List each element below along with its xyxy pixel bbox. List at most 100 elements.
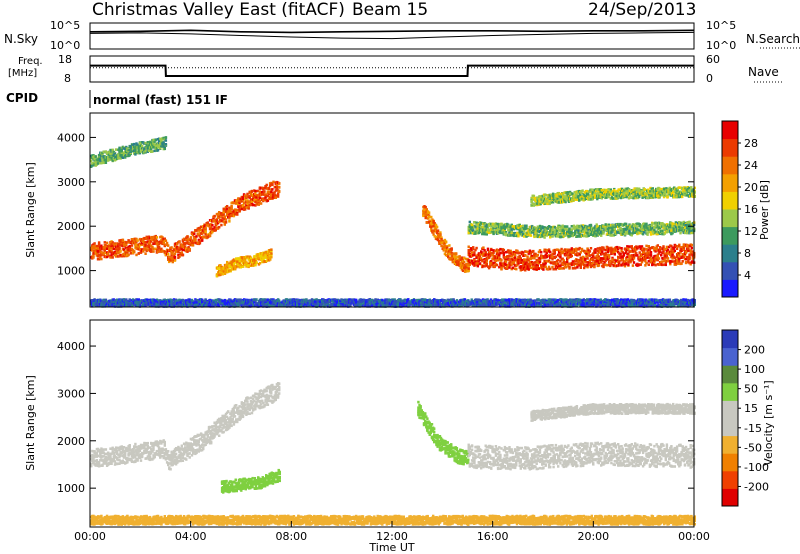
power-cell	[564, 254, 568, 257]
power-cell	[446, 249, 449, 253]
power-cell	[173, 255, 177, 259]
power-cell	[490, 248, 493, 251]
power-cell	[646, 250, 649, 253]
power-cell	[646, 256, 649, 259]
power-cell	[167, 244, 170, 247]
power-cell	[517, 226, 520, 230]
power-cell	[605, 263, 609, 267]
power-cell	[274, 196, 277, 199]
power-cell	[566, 262, 569, 266]
power-cell	[232, 265, 236, 268]
power-cell	[517, 232, 520, 236]
power-cell	[94, 155, 97, 158]
power-cell	[550, 226, 553, 229]
power-cell	[483, 249, 486, 252]
power-cell	[150, 250, 153, 253]
power-cell	[622, 252, 626, 255]
power-cell	[643, 247, 646, 251]
power-cell	[274, 194, 277, 197]
power-cell	[527, 252, 530, 255]
power-cell	[91, 246, 94, 250]
power-cell	[630, 226, 633, 229]
power-cell	[542, 231, 545, 235]
power-cell	[654, 263, 657, 267]
power-cell	[105, 247, 109, 250]
power-cell	[651, 222, 654, 226]
power-cell	[93, 242, 96, 245]
power-cell	[603, 255, 606, 258]
power-cell	[239, 263, 242, 267]
power-cell	[218, 220, 221, 224]
power-cell	[238, 261, 241, 265]
power-cell	[543, 226, 546, 229]
power-cell	[475, 228, 478, 231]
power-cell	[430, 215, 433, 219]
power-cell	[237, 197, 240, 200]
power-cell	[627, 253, 630, 256]
power-cell	[628, 256, 631, 260]
power-cell	[463, 256, 466, 260]
power-cell	[265, 183, 268, 187]
power-cell	[229, 269, 232, 272]
power-cell	[581, 189, 584, 192]
power-cell	[585, 229, 588, 232]
power-cell	[691, 250, 695, 253]
power-cell	[222, 220, 225, 223]
power-cell	[658, 246, 662, 249]
power-cell	[627, 259, 630, 262]
power-cell	[584, 258, 587, 262]
power-cell	[600, 228, 603, 231]
power-cell	[475, 262, 478, 265]
power-cell	[256, 189, 259, 193]
power-cell	[562, 259, 565, 262]
power-cell	[450, 251, 453, 255]
power-cell	[104, 245, 108, 249]
power-cell	[213, 219, 216, 223]
power-cell	[447, 255, 450, 259]
power-cell	[236, 208, 239, 212]
power-cell	[677, 262, 680, 265]
power-cell	[525, 227, 528, 230]
power-cell	[678, 244, 681, 248]
power-cell	[600, 257, 603, 260]
power-cell	[256, 200, 259, 203]
power-cell	[427, 216, 431, 219]
power-cell	[534, 261, 537, 264]
power-cell	[221, 216, 224, 220]
power-cell	[472, 229, 475, 232]
power-cell	[627, 247, 630, 251]
power-cell	[267, 186, 271, 190]
power-cell	[478, 262, 482, 265]
power-cell	[254, 259, 257, 262]
power-cell	[496, 256, 500, 259]
freq-tick-bottom: 8	[64, 72, 71, 85]
power-cell	[429, 219, 432, 222]
power-cell	[142, 249, 145, 253]
power-cell	[597, 255, 601, 258]
power-cell	[186, 235, 189, 239]
power-cell	[686, 225, 689, 228]
power-cell	[559, 195, 563, 199]
power-cell	[621, 232, 624, 236]
power-cell	[155, 236, 159, 239]
power-cell	[580, 249, 584, 252]
power-cell	[623, 248, 627, 251]
power-cell	[675, 255, 679, 259]
power-cell	[666, 257, 670, 260]
power-cell	[267, 259, 271, 262]
power-cell	[557, 258, 560, 262]
power-cell	[165, 241, 169, 245]
power-cell	[127, 241, 130, 244]
power-cell	[575, 249, 578, 253]
power-cell	[679, 250, 682, 254]
power-cell	[653, 248, 656, 251]
power-cell	[575, 247, 578, 251]
power-cell	[640, 245, 644, 248]
power-cell	[263, 198, 266, 202]
power-cell	[517, 234, 520, 238]
power-cell	[224, 268, 228, 272]
power-cell	[512, 259, 516, 262]
power-cell	[521, 262, 525, 265]
power-cell	[646, 254, 649, 257]
cpid-panel: CPID normal (fast) 151 IF	[6, 90, 228, 108]
